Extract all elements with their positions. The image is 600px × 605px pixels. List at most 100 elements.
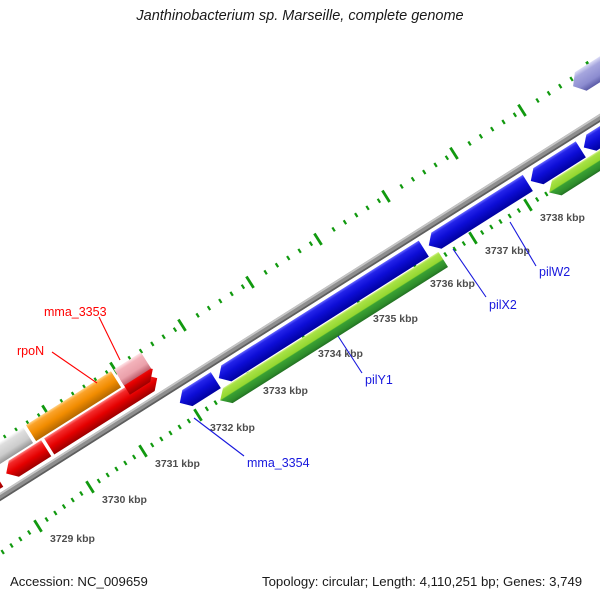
minor-tick-upper xyxy=(150,341,155,347)
minor-tick xyxy=(168,430,173,436)
minor-tick-upper xyxy=(478,133,484,139)
minor-tick-upper xyxy=(172,327,178,333)
major-tick-3738 xyxy=(523,198,533,212)
minor-tick-upper xyxy=(331,226,336,232)
minor-tick xyxy=(461,240,466,247)
minor-tick-upper xyxy=(286,255,291,261)
band-gray[interactable] xyxy=(0,426,34,487)
tick-label-3735: 3735 kbp xyxy=(373,313,418,325)
tick-label-3733: 3733 kbp xyxy=(263,385,308,397)
minor-tick-upper xyxy=(546,90,552,96)
cds-pilx2[interactable] xyxy=(424,174,533,254)
minor-tick xyxy=(159,436,164,442)
minor-tick-upper xyxy=(467,140,472,146)
minor-tick-upper xyxy=(490,126,495,132)
leader-line-rpoN xyxy=(51,351,98,384)
band-green-b[interactable] xyxy=(544,124,600,200)
minor-tick xyxy=(516,207,521,214)
leader-line-mma_3354 xyxy=(193,417,245,457)
minor-tick-upper xyxy=(206,305,212,311)
cds-red-c[interactable] xyxy=(44,370,162,455)
cds-red-d[interactable] xyxy=(119,361,158,395)
minor-tick-upper xyxy=(274,262,280,268)
minor-tick-upper xyxy=(342,219,348,225)
minor-tick-upper xyxy=(365,205,370,211)
minor-tick xyxy=(18,536,23,542)
minor-tick-upper xyxy=(535,97,540,104)
tick-label-3730: 3730 kbp xyxy=(102,494,147,506)
major-tick-3730 xyxy=(85,480,95,494)
minor-tick xyxy=(213,400,218,406)
minor-tick xyxy=(498,218,503,225)
cds-red-b[interactable] xyxy=(1,440,52,481)
gene-label-mma_3353: mma_3353 xyxy=(44,305,107,319)
tick-label-3732: 3732 kbp xyxy=(210,422,255,434)
gene-label-pilW2: pilW2 xyxy=(539,265,570,279)
major-tick-upper xyxy=(245,275,255,289)
minor-tick xyxy=(44,516,49,523)
minor-tick xyxy=(96,478,101,484)
minor-tick xyxy=(114,466,119,472)
minor-tick xyxy=(480,229,485,236)
minor-tick xyxy=(53,510,58,516)
gene-labels: rpoN mma_3353 mma_3354 pilY1 pilX2 pilW2 xyxy=(17,221,570,470)
tick-label-3737: 3737 kbp xyxy=(485,245,530,257)
cds-pily1[interactable] xyxy=(214,240,429,387)
minor-tick xyxy=(123,460,128,466)
minor-tick xyxy=(0,549,5,555)
minor-tick xyxy=(535,196,540,203)
minor-tick-upper xyxy=(422,169,427,175)
cds-mma3354[interactable] xyxy=(175,372,221,411)
minor-tick xyxy=(443,251,448,258)
leader-line-pilY1 xyxy=(337,335,363,374)
minor-tick-upper xyxy=(558,83,563,89)
minor-tick xyxy=(132,454,137,460)
accession-text: Accession: NC_009659 xyxy=(10,574,148,589)
leader-line-mma_3353 xyxy=(98,316,121,361)
minor-tick-upper xyxy=(501,119,506,125)
tick-label-3736: 3736 kbp xyxy=(430,278,475,290)
minor-tick-upper xyxy=(512,112,518,118)
minor-tick xyxy=(27,529,32,536)
minor-tick-upper xyxy=(218,298,223,304)
gene-label-rpoN: rpoN xyxy=(17,344,44,358)
tick-label-3729: 3729 kbp xyxy=(50,533,95,545)
minor-tick xyxy=(9,542,14,549)
tick-label-3738: 3738 kbp xyxy=(540,212,585,224)
minor-tick-upper xyxy=(376,198,382,204)
band-rpon[interactable] xyxy=(25,371,122,442)
minor-tick xyxy=(177,424,182,430)
minor-tick xyxy=(105,472,110,478)
band-green-a[interactable] xyxy=(215,251,449,408)
genome-summary-text: Topology: circular; Length: 4,110,251 bp… xyxy=(262,574,583,589)
minor-tick xyxy=(70,497,75,503)
cds-blue-edge[interactable] xyxy=(579,107,600,156)
major-tick-upper xyxy=(517,103,527,117)
cds-pilw2[interactable] xyxy=(526,141,586,189)
minor-tick xyxy=(186,418,191,424)
minor-tick xyxy=(489,224,494,230)
cds-purple[interactable] xyxy=(567,45,600,95)
minor-tick-upper xyxy=(138,348,144,354)
band-mma3353[interactable] xyxy=(113,352,152,386)
tick-label-3731: 3731 kbp xyxy=(155,458,200,470)
major-tick-upper xyxy=(177,318,187,332)
major-tick-3729 xyxy=(33,519,43,533)
minor-tick-upper xyxy=(263,269,268,275)
minor-tick xyxy=(507,213,512,219)
gene-label-pilY1: pilY1 xyxy=(365,373,393,387)
minor-tick xyxy=(61,503,67,510)
minor-tick-upper xyxy=(433,162,438,168)
leader-line-pilX2 xyxy=(452,248,487,298)
minor-tick xyxy=(204,406,209,412)
page-title: Janthinobacterium sp. Marseille, complet… xyxy=(136,8,464,24)
major-tick-3732 xyxy=(193,408,203,422)
minor-tick-upper xyxy=(308,241,314,247)
minor-tick-upper xyxy=(229,291,234,297)
major-tick-3737 xyxy=(468,231,478,245)
features xyxy=(0,45,600,504)
tick-label-3734: 3734 kbp xyxy=(318,348,363,360)
backbone-track xyxy=(0,113,600,502)
